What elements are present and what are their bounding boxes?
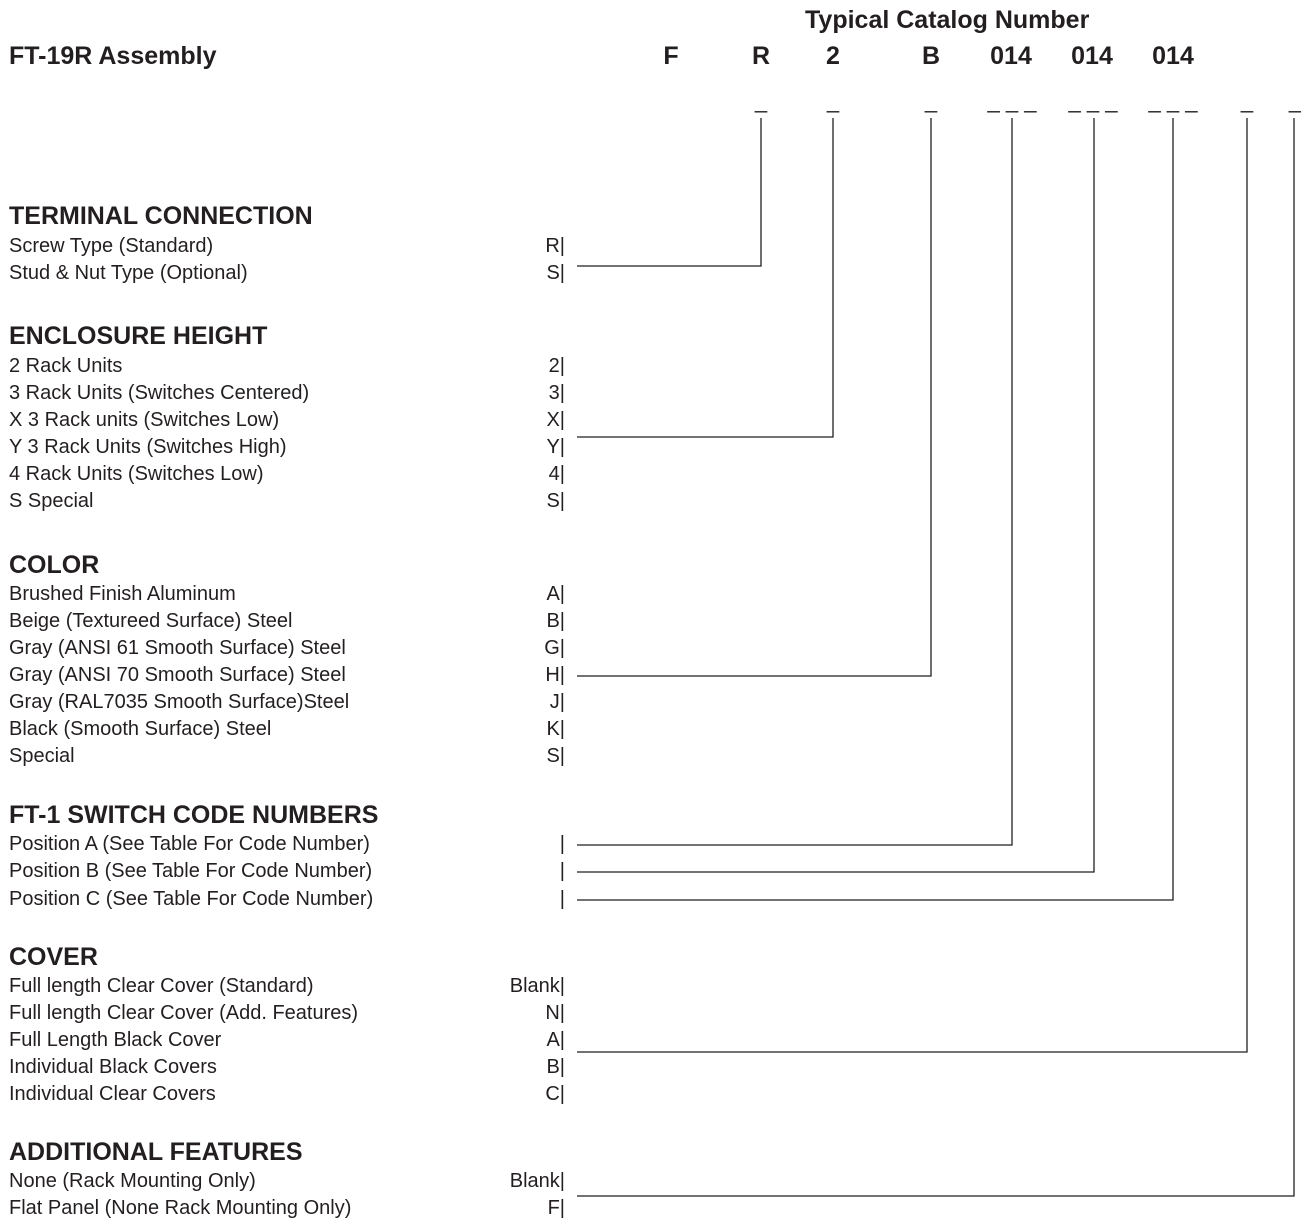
option-label: X 3 Rack units (Switches Low): [9, 409, 280, 431]
connector-position-c: [577, 118, 1174, 901]
option-label: 3 Rack Units (Switches Centered): [9, 382, 310, 404]
blank-terminal: _: [754, 88, 768, 113]
option-code: Blank|: [509, 975, 565, 997]
option-code: S|: [546, 745, 565, 767]
catalog-segment-terminal: R: [751, 42, 771, 70]
blank-position-c: _ _ _: [1148, 88, 1198, 113]
option-code: |: [559, 860, 565, 882]
option-label: Gray (ANSI 61 Smooth Surface) Steel: [9, 637, 346, 659]
option-label: Special: [9, 745, 75, 767]
blank-cover: _: [1240, 88, 1254, 113]
option-code: B|: [546, 1056, 565, 1078]
option-code: B|: [546, 610, 565, 632]
option-label: Black (Smooth Surface) Steel: [9, 718, 272, 740]
section-title-switch-code-numbers: FT-1 SWITCH CODE NUMBERS: [9, 801, 379, 829]
option-label: Gray (RAL7035 Smooth Surface)Steel: [9, 691, 350, 713]
option-code: F|: [547, 1197, 565, 1219]
blank-height: _: [826, 88, 840, 113]
option-label: Gray (ANSI 70 Smooth Surface) Steel: [9, 664, 346, 686]
page-title: FT-19R Assembly: [9, 42, 217, 70]
option-code: C|: [545, 1083, 565, 1105]
catalog-segment-height: 2: [826, 42, 840, 70]
blank-position-b: _ _ _: [1068, 88, 1118, 113]
option-code: 2|: [548, 355, 565, 377]
section-title-cover: COVER: [9, 943, 98, 971]
option-label: Stud & Nut Type (Optional): [9, 262, 248, 284]
option-label: 2 Rack Units: [9, 355, 123, 377]
option-code: Blank|: [509, 1170, 565, 1192]
section-title-additional-features: ADDITIONAL FEATURES: [9, 1138, 303, 1166]
connector-position-a: [577, 118, 1013, 846]
catalog-number-heading: Typical Catalog Number: [805, 6, 1090, 34]
option-code: N|: [545, 1002, 565, 1024]
option-code: S|: [546, 262, 565, 284]
connector-position-b: [577, 118, 1095, 873]
option-code: A|: [546, 1029, 565, 1051]
section-title-enclosure-height: ENCLOSURE HEIGHT: [9, 322, 268, 350]
option-code: Y|: [546, 436, 565, 458]
catalog-segment-position-c: 014: [1152, 42, 1194, 70]
option-code: 4|: [548, 463, 565, 485]
connector-terminal: [577, 118, 762, 267]
option-label: Position C (See Table For Code Number): [9, 888, 374, 910]
option-code: A|: [546, 583, 565, 605]
connector-cover: [577, 118, 1248, 1053]
blank-color: _: [924, 88, 938, 113]
catalog-segment-position-a: 014: [990, 42, 1032, 70]
catalog-segment-position-b: 014: [1071, 42, 1113, 70]
section-title-color: COLOR: [9, 551, 100, 579]
option-code: H|: [545, 664, 565, 686]
option-code: J|: [549, 691, 565, 713]
option-label: Full length Clear Cover (Add. Features): [9, 1002, 359, 1024]
option-code: |: [559, 888, 565, 910]
option-label: None (Rack Mounting Only): [9, 1170, 256, 1192]
option-code: 3|: [548, 382, 565, 404]
option-label: Brushed Finish Aluminum: [9, 583, 236, 605]
option-label: Screw Type (Standard): [9, 235, 214, 257]
option-label: Position A (See Table For Code Number): [9, 833, 370, 855]
option-label: Position B (See Table For Code Number): [9, 860, 373, 882]
option-code: X|: [546, 409, 565, 431]
catalog-segment-color: B: [921, 42, 941, 70]
option-label: Full length Clear Cover (Standard): [9, 975, 314, 997]
connector-color: [577, 118, 932, 677]
option-code: R|: [545, 235, 565, 257]
section-title-terminal-connection: TERMINAL CONNECTION: [9, 202, 313, 230]
option-label: S Special: [9, 490, 94, 512]
option-code: |: [559, 833, 565, 855]
blank-additional: _: [1288, 88, 1301, 113]
option-label: Individual Black Covers: [9, 1056, 217, 1078]
option-label: Full Length Black Cover: [9, 1029, 222, 1051]
option-code: K|: [546, 718, 565, 740]
option-code: G|: [544, 637, 565, 659]
option-label: Individual Clear Covers: [9, 1083, 216, 1105]
blank-position-a: _ _ _: [987, 88, 1037, 113]
option-label: Beige (Textureed Surface) Steel: [9, 610, 293, 632]
option-label: 4 Rack Units (Switches Low): [9, 463, 264, 485]
connector-additional: [577, 118, 1295, 1197]
option-label: Y 3 Rack Units (Switches High): [9, 436, 287, 458]
connector-height: [577, 118, 834, 438]
catalog-segment-f: F: [663, 42, 679, 70]
option-label: Flat Panel (None Rack Mounting Only): [9, 1197, 352, 1219]
option-code: S|: [546, 490, 565, 512]
